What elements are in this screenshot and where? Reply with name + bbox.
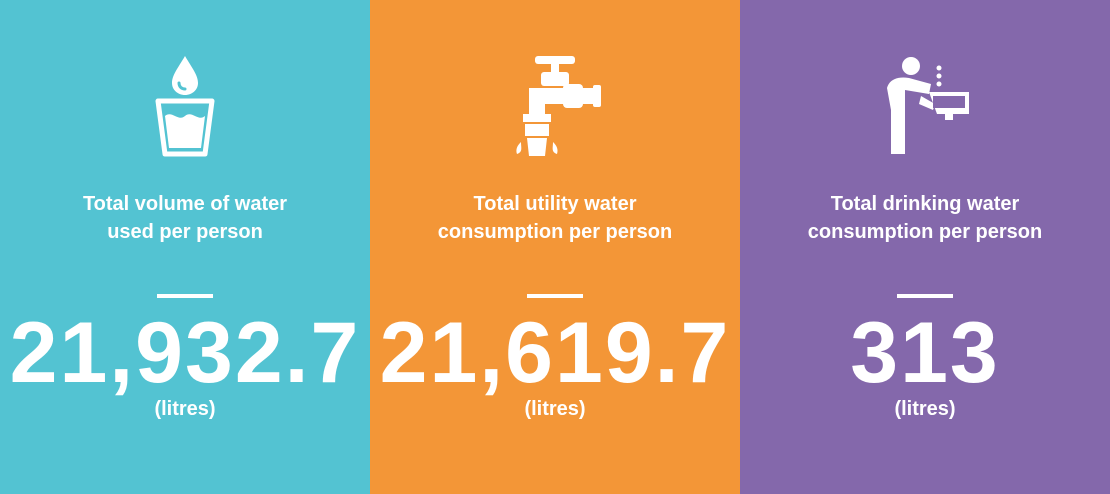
panel-total-water-used: Total volume of water used per person 21… — [0, 0, 370, 494]
divider — [527, 294, 583, 298]
stat-value: 313 — [850, 305, 1000, 401]
stat-unit: (litres) — [894, 398, 956, 420]
stat-value: 21,619.7 — [379, 305, 731, 401]
panel-label: Total volume of water used per person — [20, 190, 350, 246]
label-line-2: consumption per person — [807, 221, 1043, 243]
label-line-1: Total volume of water — [82, 193, 288, 215]
panel-drinking-water: Total drinking water consumption per per… — [740, 0, 1110, 494]
stat-unit: (litres) — [154, 398, 216, 420]
label-line-2: used per person — [107, 221, 263, 243]
drinking-fountain-icon — [740, 52, 1110, 162]
label-line-2: consumption per person — [437, 221, 673, 243]
water-glass-icon — [0, 52, 370, 162]
stat-unit: (litres) — [524, 398, 586, 420]
divider — [157, 294, 213, 298]
panel-label: Total drinking water consumption per per… — [760, 190, 1090, 246]
stat-value: 21,932.7 — [9, 305, 361, 401]
tap-faucet-icon — [370, 52, 740, 162]
label-line-1: Total drinking water — [830, 193, 1020, 215]
label-line-1: Total utility water — [473, 193, 637, 215]
panel-utility-water: Total utility water consumption per pers… — [370, 0, 740, 494]
panel-label: Total utility water consumption per pers… — [390, 190, 720, 246]
divider — [897, 294, 953, 298]
